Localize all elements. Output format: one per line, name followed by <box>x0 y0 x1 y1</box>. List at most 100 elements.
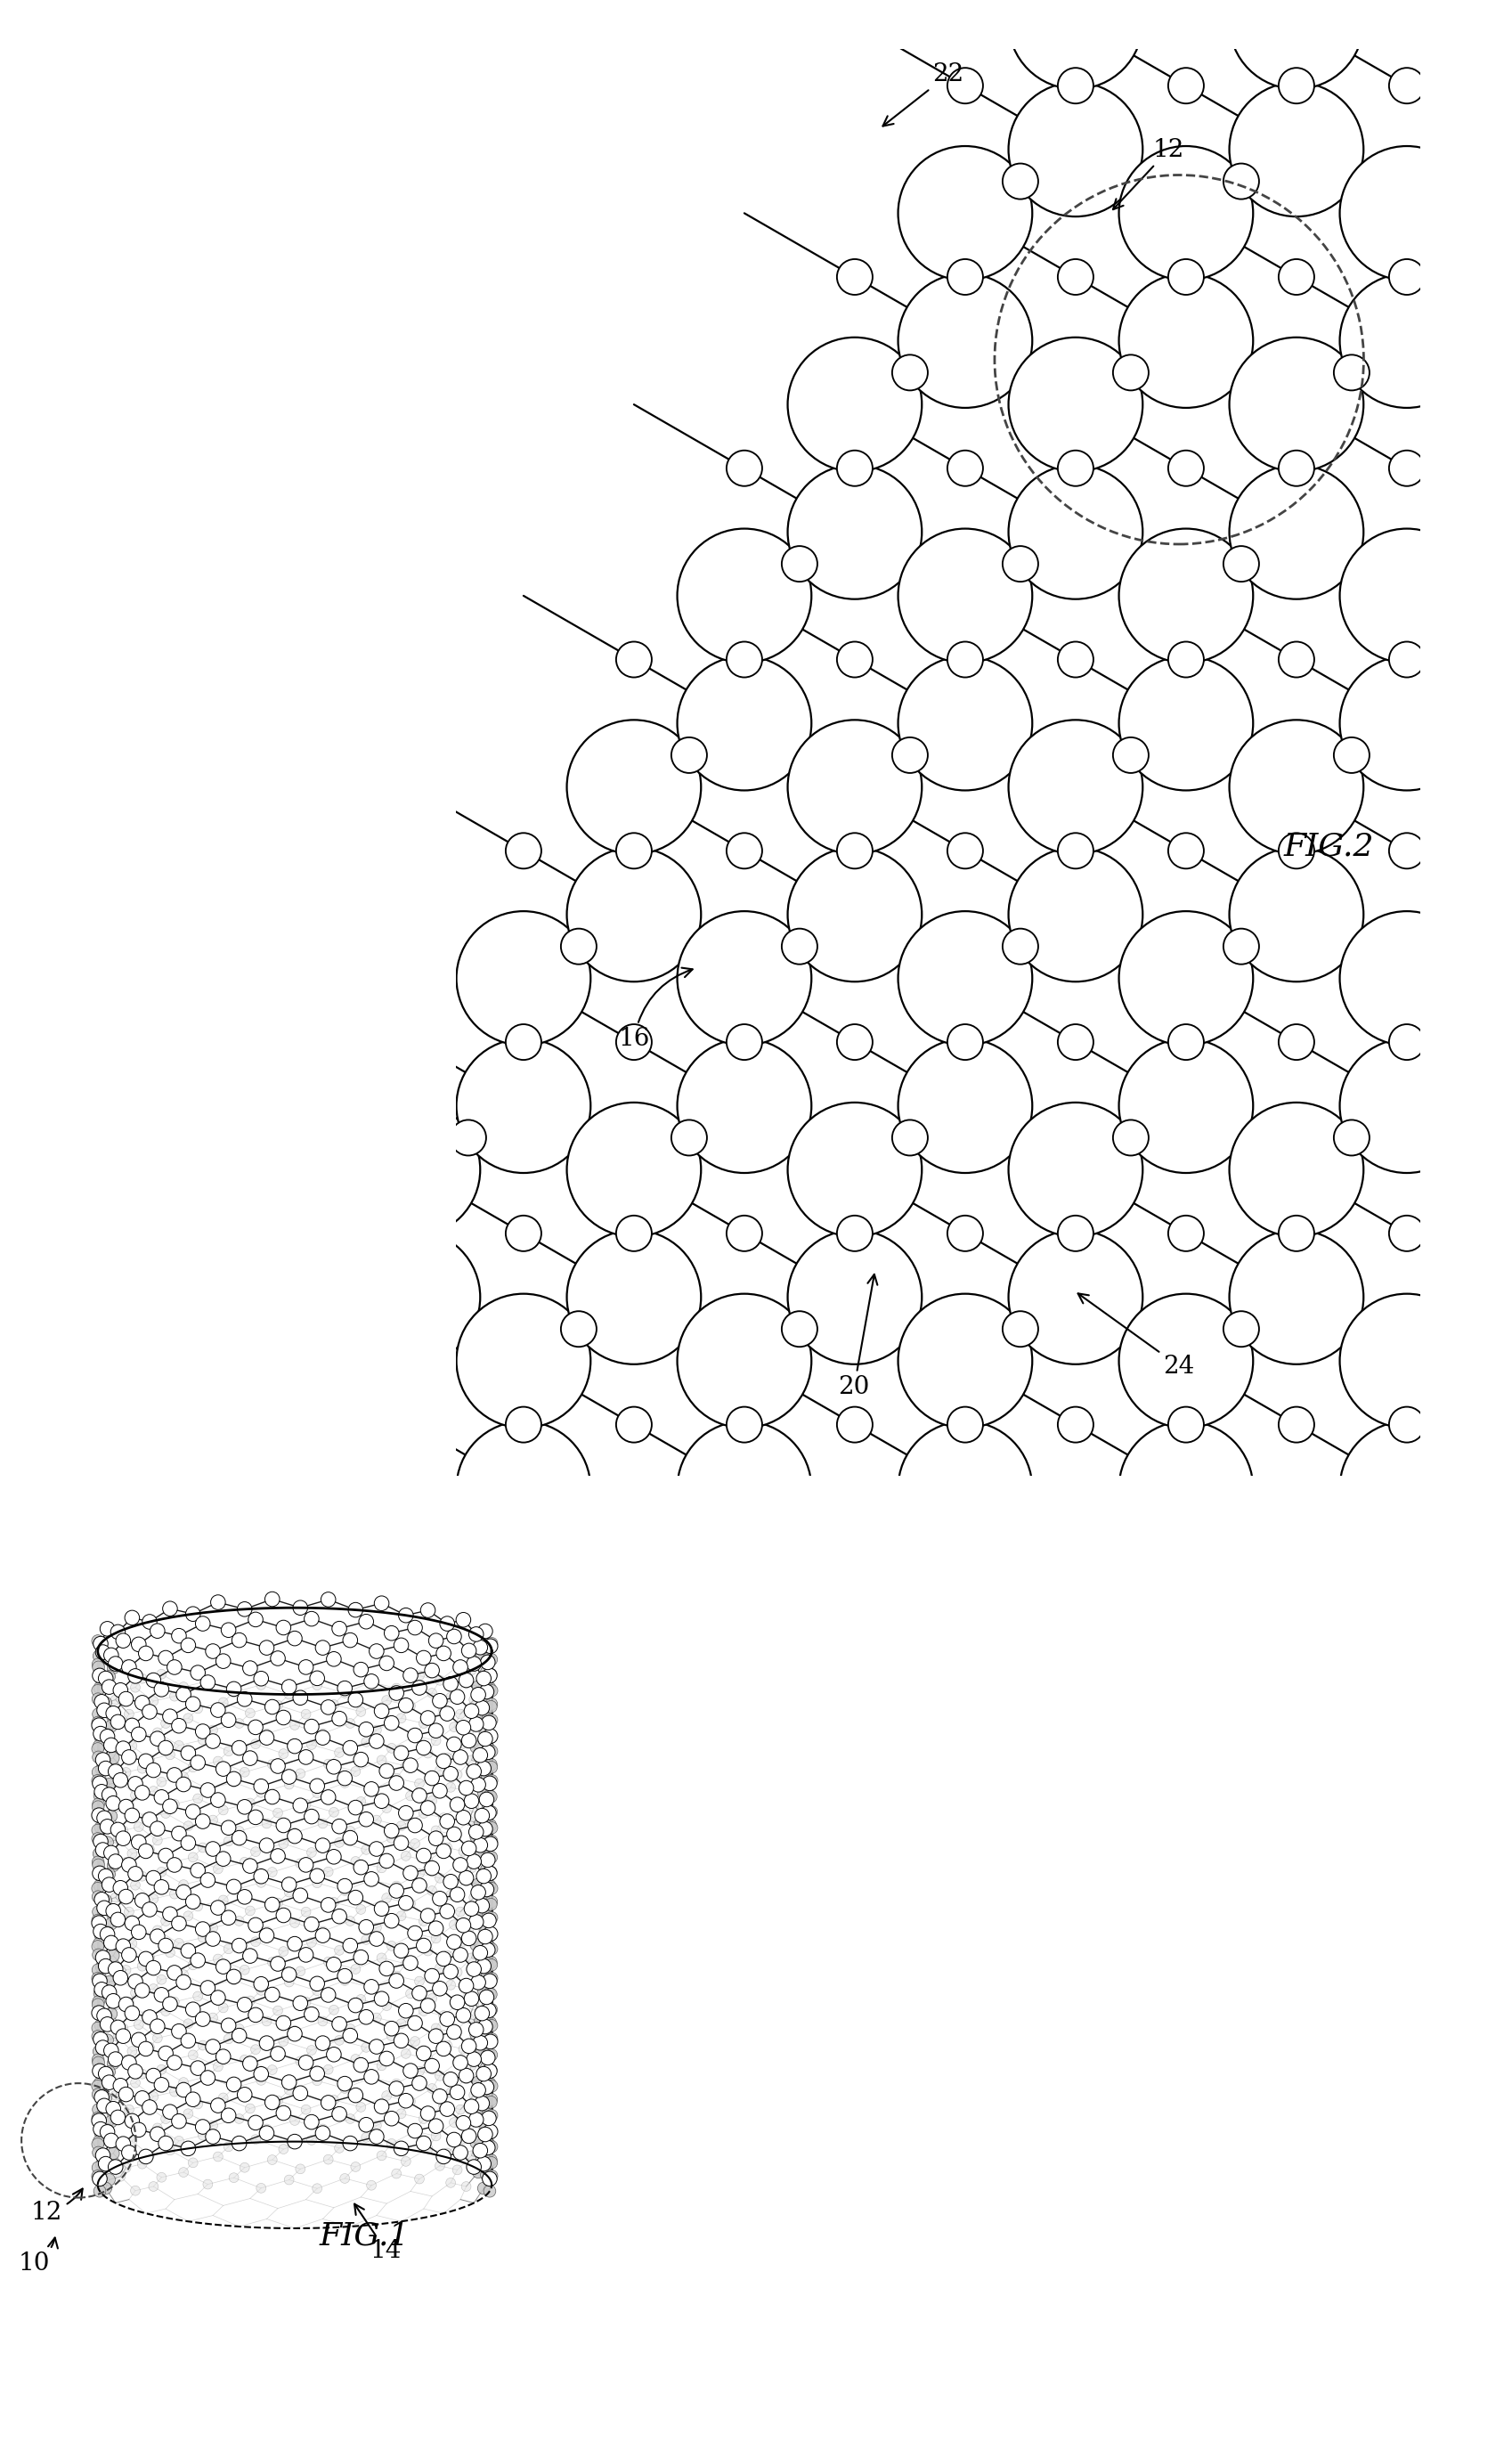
Circle shape <box>159 2137 172 2152</box>
Circle shape <box>405 1989 416 1999</box>
Circle shape <box>92 2031 104 2043</box>
Circle shape <box>272 2095 283 2105</box>
Circle shape <box>132 2034 147 2048</box>
Circle shape <box>947 1215 983 1252</box>
Circle shape <box>203 1874 213 1884</box>
Circle shape <box>231 1938 246 1952</box>
Circle shape <box>446 2132 461 2147</box>
Circle shape <box>788 337 921 472</box>
Circle shape <box>355 1707 366 1716</box>
Circle shape <box>92 1709 104 1721</box>
Circle shape <box>478 1930 493 1945</box>
Circle shape <box>118 1800 133 1815</box>
Circle shape <box>482 2034 497 2048</box>
Circle shape <box>469 2021 484 2036</box>
Circle shape <box>195 2120 210 2134</box>
Circle shape <box>110 1893 121 1903</box>
Circle shape <box>1167 450 1204 487</box>
Circle shape <box>1119 912 1252 1045</box>
Circle shape <box>92 2137 104 2149</box>
Circle shape <box>92 2021 104 2034</box>
Circle shape <box>452 1967 461 1977</box>
Circle shape <box>209 1726 218 1736</box>
Circle shape <box>100 2181 112 2193</box>
Circle shape <box>1167 1025 1204 1060</box>
Circle shape <box>345 2115 355 2125</box>
Circle shape <box>836 834 872 868</box>
Circle shape <box>187 1852 198 1861</box>
Circle shape <box>92 1913 104 1925</box>
Circle shape <box>366 1876 376 1884</box>
Circle shape <box>947 450 983 487</box>
Circle shape <box>481 1852 494 1866</box>
Circle shape <box>92 1798 104 1810</box>
Circle shape <box>392 1972 401 1982</box>
Circle shape <box>372 2120 381 2129</box>
Circle shape <box>271 1849 286 1864</box>
Circle shape <box>361 1844 370 1854</box>
Circle shape <box>414 2174 423 2184</box>
Circle shape <box>210 1989 225 2004</box>
Circle shape <box>376 1952 386 1962</box>
Circle shape <box>473 1817 485 1829</box>
Circle shape <box>327 1957 342 1972</box>
Circle shape <box>287 2026 302 2041</box>
Circle shape <box>435 1766 445 1775</box>
Circle shape <box>92 2088 104 2100</box>
Circle shape <box>485 1714 497 1726</box>
Circle shape <box>92 1940 104 1952</box>
Circle shape <box>178 2166 189 2176</box>
Circle shape <box>237 1692 253 1707</box>
Circle shape <box>354 2058 367 2073</box>
Circle shape <box>464 2014 473 2024</box>
Circle shape <box>132 1638 147 1652</box>
Circle shape <box>340 2083 349 2093</box>
Circle shape <box>97 1903 109 1916</box>
Circle shape <box>183 1822 194 1832</box>
Circle shape <box>107 2159 122 2174</box>
Circle shape <box>240 1965 249 1975</box>
Circle shape <box>726 834 762 868</box>
Circle shape <box>402 1667 417 1682</box>
Circle shape <box>351 2053 360 2063</box>
Circle shape <box>130 2186 141 2196</box>
Circle shape <box>157 2066 166 2075</box>
Circle shape <box>314 2125 330 2139</box>
Circle shape <box>94 1822 107 1834</box>
Circle shape <box>472 2075 484 2088</box>
Circle shape <box>191 1756 206 1770</box>
Circle shape <box>166 1857 181 1871</box>
Circle shape <box>466 1763 481 1778</box>
Circle shape <box>1278 1407 1314 1443</box>
Circle shape <box>478 2093 490 2105</box>
Circle shape <box>174 1829 183 1839</box>
Circle shape <box>174 1938 183 1948</box>
Circle shape <box>194 1704 203 1714</box>
Circle shape <box>1340 145 1473 280</box>
Circle shape <box>372 1923 381 1933</box>
Circle shape <box>154 1987 169 2002</box>
Circle shape <box>1278 69 1314 103</box>
Circle shape <box>245 1798 256 1807</box>
Circle shape <box>210 1702 225 1716</box>
Circle shape <box>97 1704 109 1716</box>
Circle shape <box>364 2070 378 2085</box>
Circle shape <box>110 1913 125 1928</box>
Circle shape <box>380 2051 393 2066</box>
Circle shape <box>348 2088 363 2102</box>
Circle shape <box>169 2088 178 2098</box>
Circle shape <box>381 2002 392 2011</box>
Circle shape <box>469 2090 478 2100</box>
Circle shape <box>726 642 762 676</box>
Circle shape <box>1009 1230 1142 1365</box>
Circle shape <box>242 1751 257 1766</box>
Circle shape <box>98 1952 110 1965</box>
Circle shape <box>130 1682 141 1692</box>
Circle shape <box>476 1869 491 1884</box>
Circle shape <box>92 1965 104 1977</box>
Circle shape <box>402 1955 417 1970</box>
Circle shape <box>301 1709 310 1719</box>
Circle shape <box>307 1938 316 1948</box>
Circle shape <box>455 2009 470 2024</box>
Circle shape <box>187 2159 198 2166</box>
